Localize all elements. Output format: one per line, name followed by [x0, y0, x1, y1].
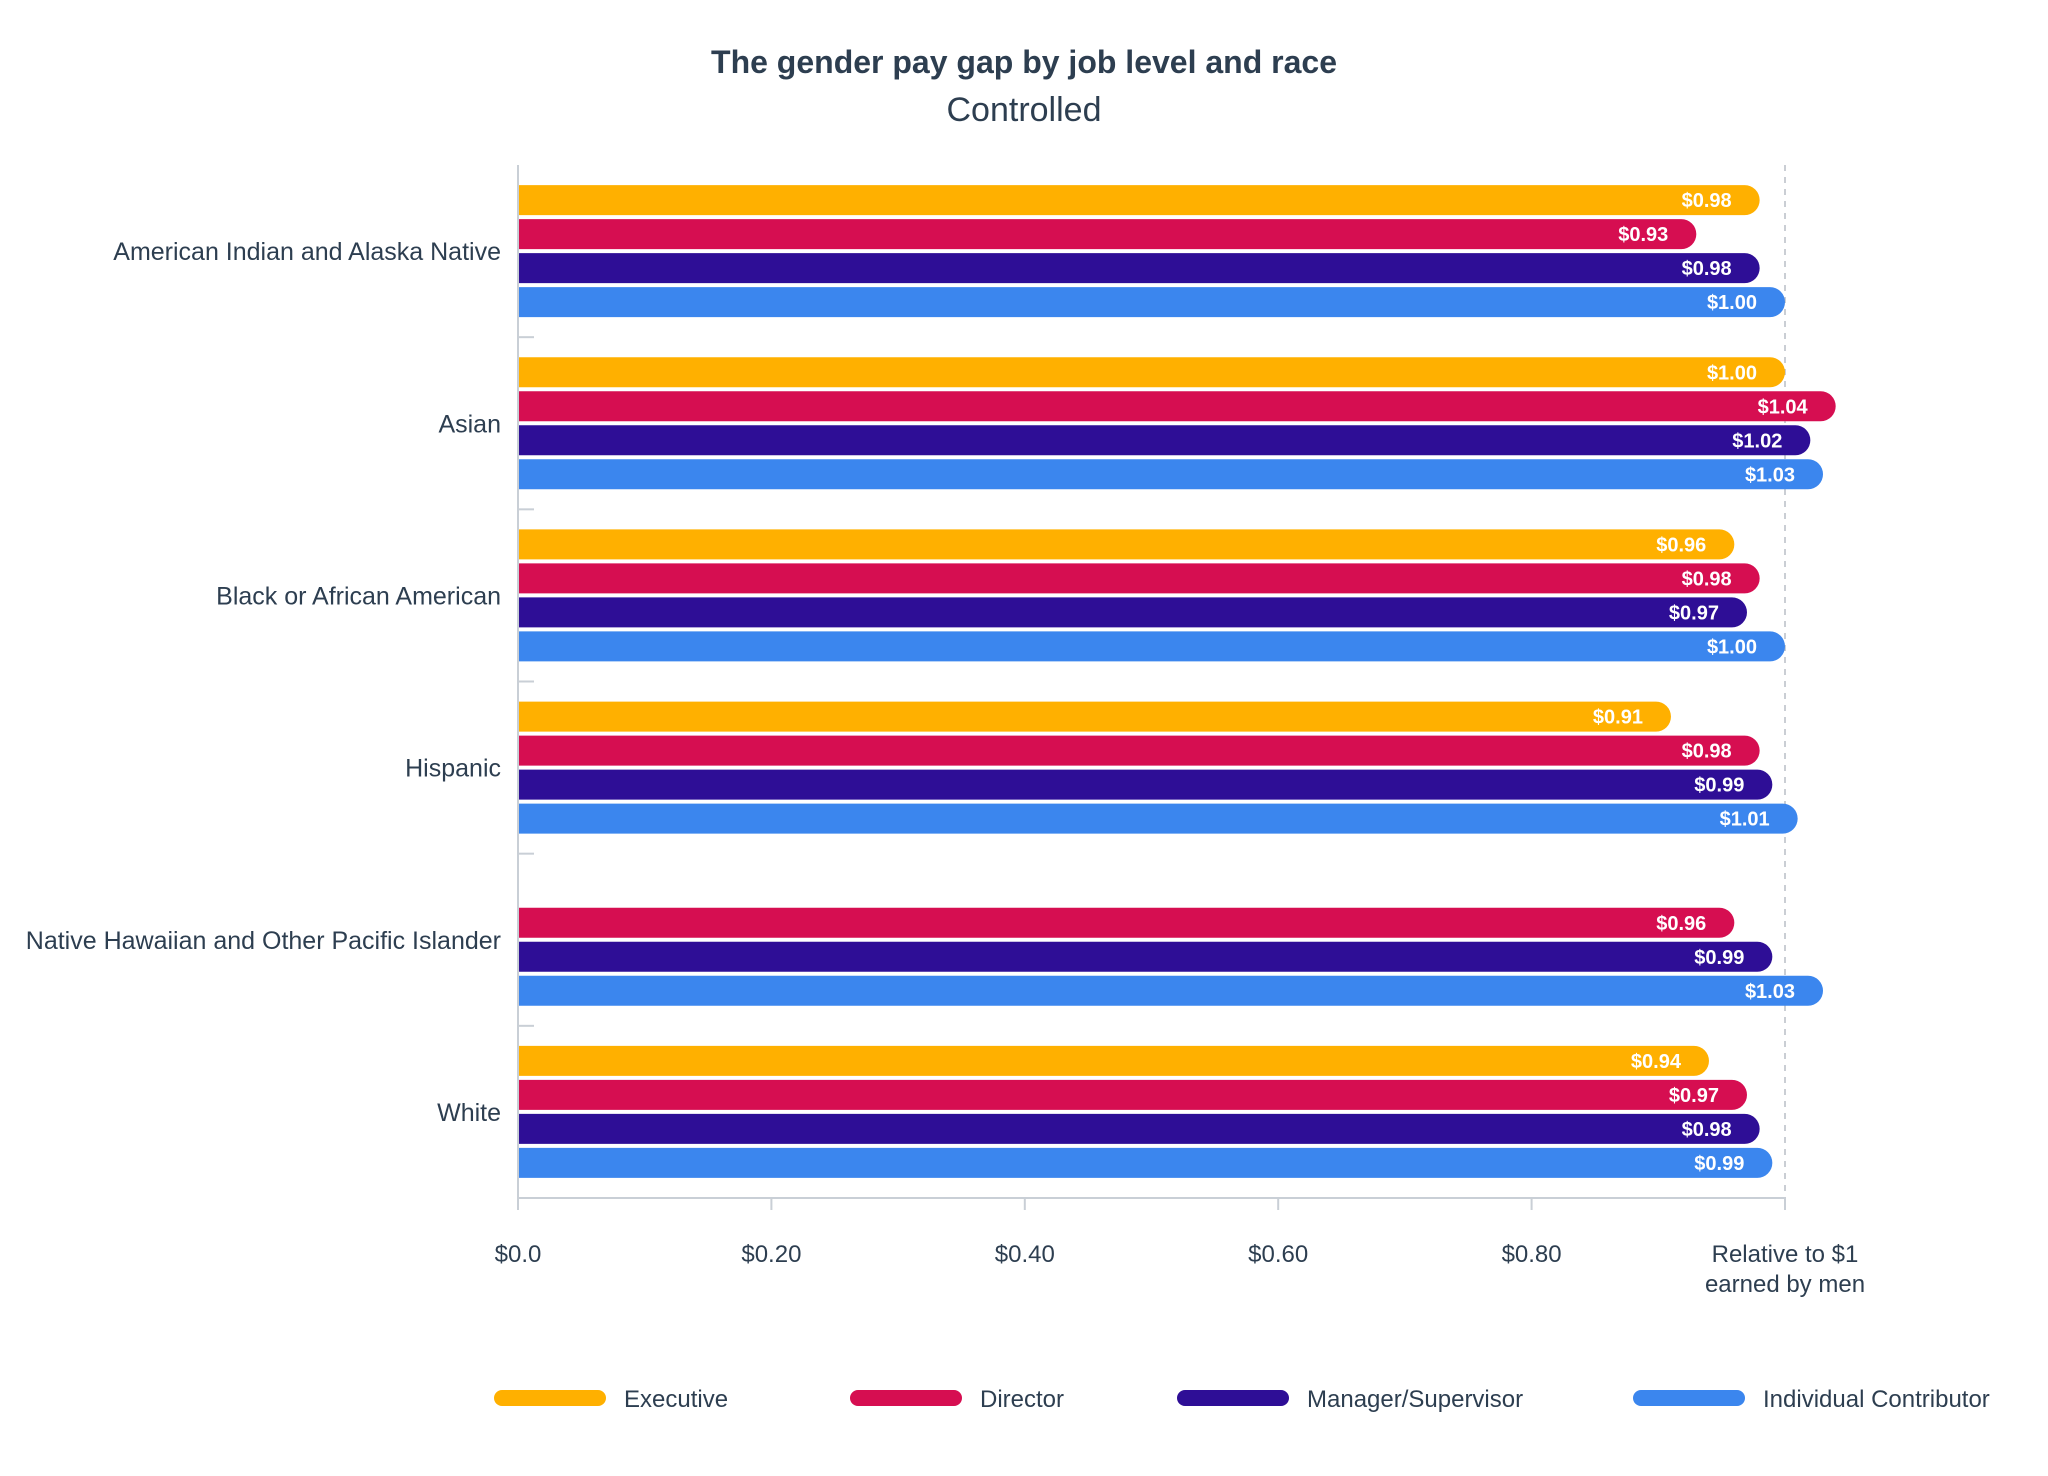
category-label: Black or African American [216, 582, 501, 610]
legend-label: Manager/Supervisor [1307, 1386, 1523, 1413]
bar [518, 769, 1773, 800]
data-label: $1.03 [1745, 981, 1795, 1003]
data-label: $0.99 [1694, 775, 1744, 797]
data-label: $1.01 [1720, 809, 1770, 831]
bar [518, 185, 1760, 216]
bar [518, 1079, 1747, 1110]
data-label: $0.91 [1593, 707, 1643, 729]
legend-swatch [1177, 1390, 1289, 1406]
data-label: $0.99 [1694, 1153, 1744, 1175]
chart-title: The gender pay gap by job level and race [711, 44, 1337, 80]
x-tick-label: earned by men [1705, 1271, 1865, 1298]
bar [518, 597, 1747, 628]
bar [518, 803, 1798, 834]
data-label: $1.00 [1707, 636, 1757, 658]
bar [518, 941, 1773, 972]
chart-subtitle: Controlled [947, 91, 1102, 129]
data-label: $0.99 [1694, 947, 1744, 969]
data-label: $1.04 [1758, 396, 1809, 418]
legend-label: Director [980, 1386, 1064, 1413]
data-label: $0.96 [1656, 534, 1706, 556]
bar [518, 631, 1786, 662]
category-label: Asian [438, 410, 501, 438]
bar [518, 701, 1671, 732]
legend-swatch [1633, 1390, 1745, 1406]
x-tick-label: $0.40 [995, 1241, 1055, 1268]
data-label: $0.98 [1682, 258, 1732, 280]
data-label: $0.98 [1682, 741, 1732, 763]
data-label: $0.98 [1682, 1119, 1732, 1141]
bar [518, 975, 1824, 1006]
x-tick-label: $0.20 [741, 1241, 801, 1268]
legend-swatch [494, 1390, 606, 1406]
bars-group: $0.98$0.93$0.98$1.00$1.00$1.04$1.02$1.03… [518, 185, 1836, 1178]
data-label: $1.02 [1732, 430, 1782, 452]
legend: Executive Director Manager/Supervisor Indiv… [494, 1386, 1990, 1413]
x-tick-label: $0.60 [1248, 1241, 1308, 1268]
bar [518, 563, 1760, 594]
y-ticks-group [518, 336, 534, 1027]
data-label: $1.00 [1707, 292, 1757, 314]
bar [518, 1147, 1773, 1178]
data-label: $1.00 [1707, 362, 1757, 384]
data-label: $0.96 [1656, 913, 1706, 935]
data-label: $0.97 [1669, 1085, 1719, 1107]
bar [518, 459, 1824, 490]
bar [518, 425, 1811, 456]
data-label: $0.98 [1682, 190, 1732, 212]
x-tick-label: Relative to $1 [1712, 1241, 1859, 1268]
bar [518, 907, 1735, 938]
bar [518, 735, 1760, 766]
data-label: $0.98 [1682, 568, 1732, 590]
category-label: American Indian and Alaska Native [113, 238, 501, 266]
bar [518, 357, 1786, 388]
data-label: $0.93 [1618, 224, 1668, 246]
data-label: $0.97 [1669, 602, 1719, 624]
bar [518, 529, 1735, 560]
x-ticks-group: $0.0 $0.20 $0.40 $0.60 $0.80 Relative to $1 ea… [495, 1198, 1865, 1298]
legend-label: Executive [624, 1386, 728, 1413]
bar [518, 219, 1697, 250]
bar [518, 1045, 1709, 1076]
legend-swatch [850, 1390, 962, 1406]
x-tick-label: $0.80 [1502, 1241, 1562, 1268]
x-tick-label: $0.0 [495, 1241, 542, 1268]
data-label: $1.03 [1745, 464, 1795, 486]
bar [518, 391, 1836, 422]
bar [518, 287, 1786, 318]
bar [518, 253, 1760, 284]
category-label: White [437, 1099, 501, 1127]
data-label: $0.94 [1631, 1051, 1682, 1073]
category-label: Hispanic [405, 755, 501, 783]
category-label: Native Hawaiian and Other Pacific Island… [26, 927, 501, 955]
bar [518, 1113, 1760, 1144]
category-labels-group: American Indian and Alaska Native Asian Bl… [26, 238, 501, 1127]
legend-label: Individual Contributor [1763, 1386, 1990, 1413]
